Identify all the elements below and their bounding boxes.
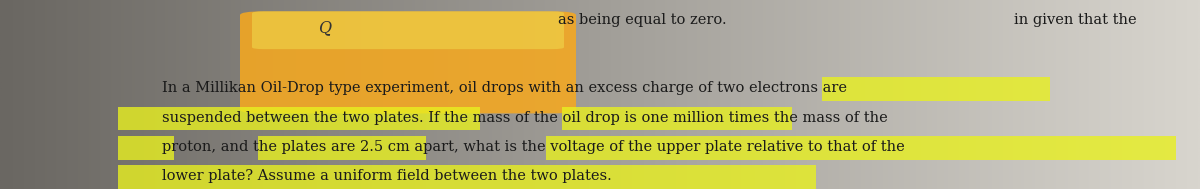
Bar <box>546 136 1176 160</box>
FancyBboxPatch shape <box>240 11 576 113</box>
Bar <box>118 136 174 160</box>
Bar <box>562 107 792 130</box>
Text: suspended between the two plates. If the mass of the oil drop is one million tim: suspended between the two plates. If the… <box>162 111 888 125</box>
Text: Q: Q <box>318 19 331 36</box>
Text: lower plate? Assume a uniform field between the two plates.: lower plate? Assume a uniform field betw… <box>162 169 612 183</box>
Text: proton, and the plates are 2.5 cm apart, what is the voltage of the upper plate : proton, and the plates are 2.5 cm apart,… <box>162 140 905 154</box>
Text: as being equal to zero.: as being equal to zero. <box>558 13 727 27</box>
Text: in given that the: in given that the <box>1014 13 1136 27</box>
Bar <box>822 77 1050 101</box>
Bar <box>118 165 816 189</box>
Bar <box>258 136 426 160</box>
FancyBboxPatch shape <box>252 11 564 49</box>
Text: In a Millikan Oil-Drop type experiment, oil drops with an excess charge of two e: In a Millikan Oil-Drop type experiment, … <box>162 81 847 95</box>
Bar <box>118 107 480 130</box>
